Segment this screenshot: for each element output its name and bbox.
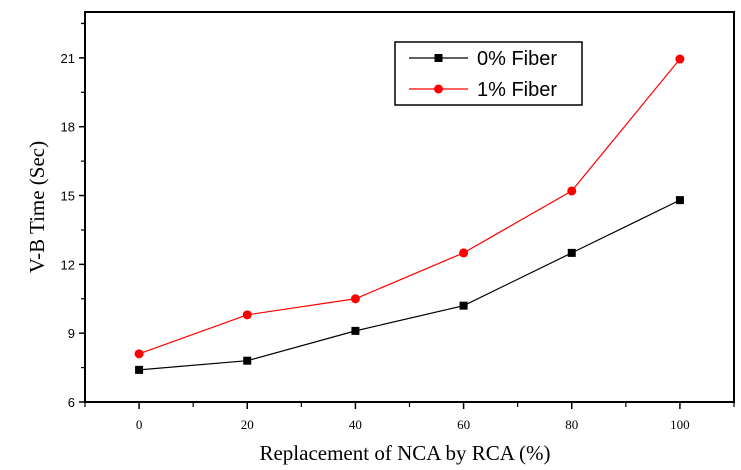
- x-tick-label: 60: [457, 417, 470, 432]
- series-line-zero-fiber: [139, 199, 681, 371]
- data-point-square: [567, 248, 576, 257]
- data-point-circle: [242, 310, 252, 320]
- data-point-circle: [134, 349, 144, 359]
- data-point-circle: [675, 54, 685, 64]
- y-axis-title: V-B Time (Sec): [25, 141, 49, 273]
- x-axis-title: Replacement of NCA by RCA (%): [259, 441, 550, 465]
- data-point-square: [351, 326, 360, 335]
- data-point-square: [135, 365, 144, 374]
- data-point-circle: [459, 248, 469, 258]
- x-tick-label: 0: [136, 417, 143, 432]
- x-tick-label: 100: [670, 417, 690, 432]
- legend-marker-square: [434, 54, 443, 62]
- y-tick-label: 21: [61, 51, 75, 66]
- y-tick-label: 12: [61, 257, 75, 272]
- legend-marker-circle: [434, 84, 443, 94]
- series-line-one-fiber: [138, 58, 681, 355]
- data-point-circle: [567, 186, 577, 196]
- data-point-square: [459, 301, 468, 310]
- data-point-square: [243, 356, 252, 365]
- legend: 0% Fiber 1% Fiber: [394, 41, 583, 106]
- y-tick-label: 15: [61, 189, 75, 204]
- data-point-square: [675, 196, 684, 205]
- legend-box: [394, 41, 583, 106]
- x-tick-label: 20: [241, 417, 254, 432]
- x-tick-label: 40: [349, 417, 362, 432]
- y-tick-label: 18: [61, 120, 75, 135]
- legend-label: 0% Fiber: [477, 48, 557, 70]
- legend-label: 1% Fiber: [477, 79, 557, 101]
- y-tick-label: 9: [68, 326, 75, 341]
- y-tick-label: 6: [68, 395, 75, 410]
- data-point-circle: [350, 294, 360, 304]
- x-tick-label: 80: [565, 417, 578, 432]
